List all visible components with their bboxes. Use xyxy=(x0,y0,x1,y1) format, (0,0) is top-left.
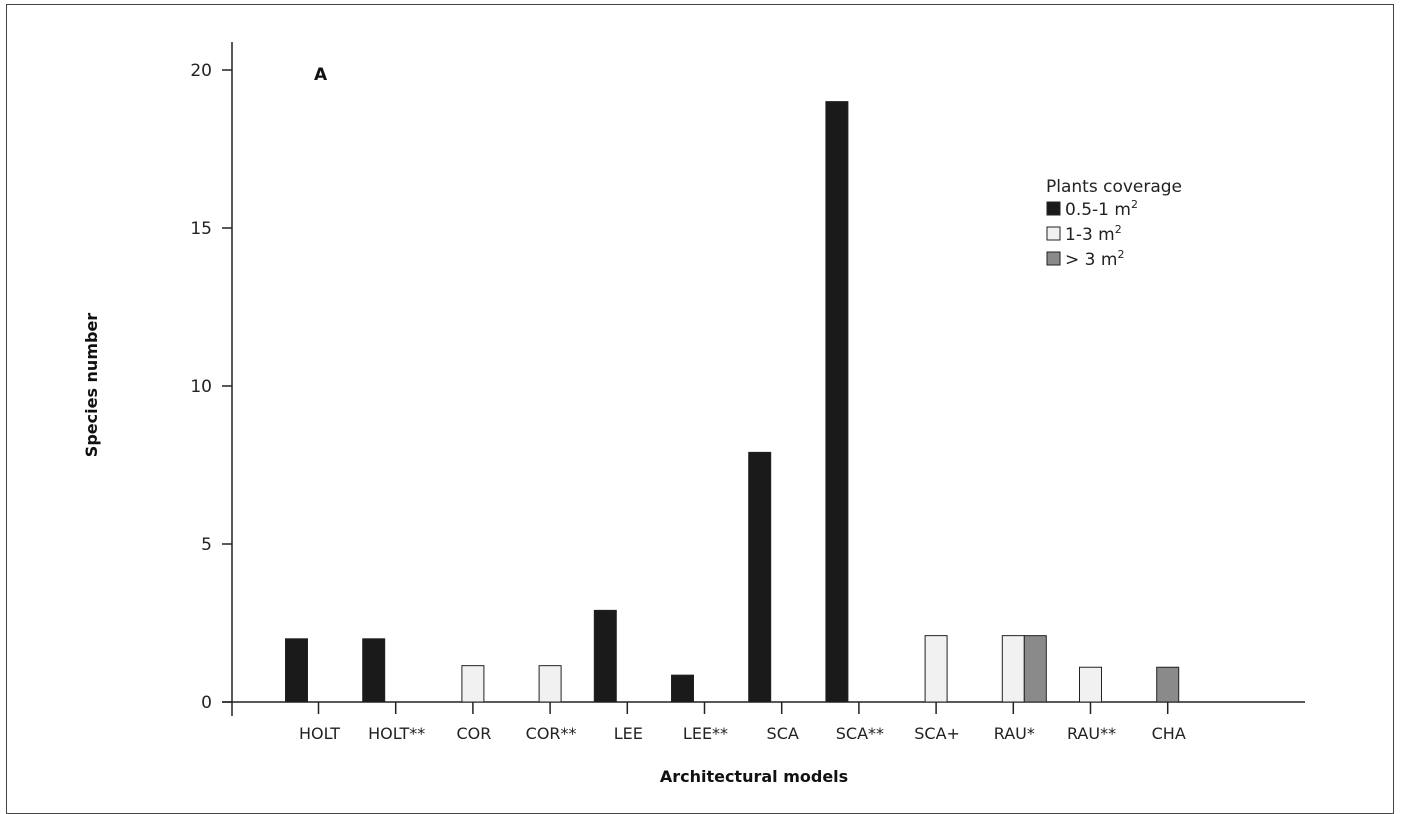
bar-rau-series-2 xyxy=(1001,635,1025,703)
legend-entry-3: > 3 m2 xyxy=(1065,248,1124,270)
bars xyxy=(285,101,1180,703)
y-tick-label: 20 xyxy=(190,61,212,81)
bar-sca-series-2 xyxy=(924,635,948,703)
y-tick-label: 10 xyxy=(190,377,212,397)
bar-cor-series-2 xyxy=(538,665,562,703)
x-tick-label: LEE** xyxy=(683,724,728,743)
y-axis-title: Species number xyxy=(82,313,101,458)
x-tick-label: CHA xyxy=(1152,724,1186,743)
x-tick-label: SCA** xyxy=(836,724,884,743)
bar-rau-series-3 xyxy=(1023,635,1047,703)
panel-label: A xyxy=(314,65,328,85)
x-tick-label: COR xyxy=(456,724,491,743)
x-tick-label: RAU** xyxy=(1067,724,1116,743)
bar-rau-series-2 xyxy=(1079,666,1102,703)
x-ticks: HOLT HOLT** COR COR** LEE LEE** SCA SCA** SCA+ RA… xyxy=(299,702,1186,743)
bar-cor-series-2 xyxy=(461,665,485,703)
bar-sca-series-1 xyxy=(825,101,849,703)
legend-swatch-1 xyxy=(1046,201,1061,216)
legend-entry-2: 1-3 m2 xyxy=(1065,223,1122,245)
bar-lee-series-1 xyxy=(671,674,694,703)
x-tick-label: LEE xyxy=(614,724,643,743)
x-tick-label: SCA xyxy=(767,724,799,743)
legend-title: Plants coverage xyxy=(1046,177,1182,197)
legend: Plants coverage 0.5-1 m2 1-3 m2 > 3 m2 xyxy=(1046,177,1182,270)
legend-entry-1: 0.5-1 m2 xyxy=(1065,198,1138,220)
x-tick-label: HOLT xyxy=(299,724,340,743)
bar-cha-series-3 xyxy=(1156,666,1180,703)
x-tick-label: HOLT** xyxy=(368,724,425,743)
y-ticks: 0 5 10 15 20 xyxy=(190,61,232,713)
x-tick-label: COR** xyxy=(526,724,577,743)
bar-holt-series-1 xyxy=(362,638,386,703)
bar-sca-series-1 xyxy=(748,451,772,703)
legend-swatch-2 xyxy=(1046,226,1061,241)
legend-swatch-3 xyxy=(1046,251,1061,266)
y-tick-label: 5 xyxy=(201,535,212,555)
bar-holt-series-1 xyxy=(285,638,308,703)
y-tick-label: 0 xyxy=(201,693,212,713)
x-axis-title: Architectural models xyxy=(660,767,848,786)
bar-lee-series-1 xyxy=(593,609,617,703)
y-tick-label: 15 xyxy=(190,219,212,239)
x-tick-label: SCA+ xyxy=(914,724,960,743)
x-tick-label: RAU* xyxy=(994,724,1035,743)
